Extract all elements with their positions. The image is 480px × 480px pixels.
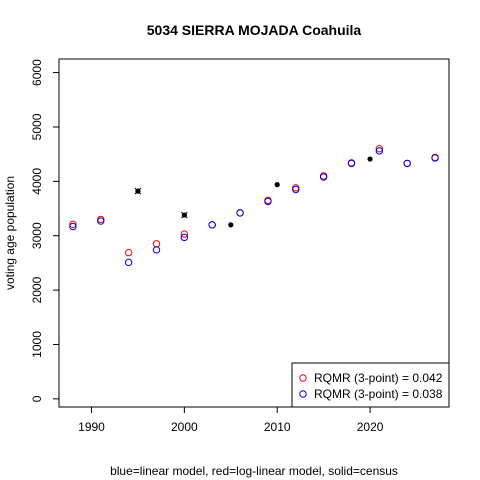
y-tick-label: 0 <box>30 395 44 402</box>
y-tick-label: 1000 <box>30 331 44 358</box>
loglinear-point <box>375 145 384 153</box>
linear-point <box>69 222 77 231</box>
linear-point <box>375 147 384 155</box>
y-tick-label: 3000 <box>30 222 44 249</box>
x-axis-label: blue=linear model, red=log-linear model,… <box>110 464 398 478</box>
linear-point <box>208 221 216 229</box>
linear-point <box>236 209 244 217</box>
loglinear-point <box>69 220 77 229</box>
linear-point <box>124 258 133 267</box>
x-tick-label: 2010 <box>264 420 291 434</box>
y-axis: 0 1000 2000 3000 4000 5000 6000 <box>30 59 59 402</box>
linear-point <box>292 185 300 194</box>
y-tick-label: 2000 <box>30 276 44 303</box>
legend-marker-loglinear <box>299 374 307 382</box>
x-tick-label: 2000 <box>171 420 198 434</box>
census-point <box>274 182 280 188</box>
legend-marker-linear <box>299 390 307 398</box>
plot-frame <box>58 58 450 408</box>
chart-title: 5034 SIERRA MOJADA Coahuila <box>147 22 362 38</box>
census-point <box>367 156 373 162</box>
loglinear-point <box>152 240 161 248</box>
x-axis: 1990 2000 2010 2020 <box>78 407 384 434</box>
y-tick-label: 6000 <box>30 59 44 86</box>
legend: RQMR (3-point) = 0.042 RQMR (3-point) = … <box>291 362 450 408</box>
legend-label-loglinear: RQMR (3-point) = 0.042 <box>314 371 443 385</box>
y-axis-label: voting age population <box>3 176 17 290</box>
linear-point <box>431 154 439 162</box>
linear-point <box>264 197 272 206</box>
y-tick-label: 5000 <box>30 113 44 140</box>
x-tick-label: 2020 <box>357 420 384 434</box>
linear-point <box>403 159 411 168</box>
linear-point <box>152 246 161 254</box>
legend-box <box>291 362 450 408</box>
linear-point <box>347 159 356 168</box>
y-tick-label: 4000 <box>30 168 44 195</box>
x-tick-label: 1990 <box>78 420 105 434</box>
census-cross <box>181 211 188 219</box>
loglinear-point <box>124 248 133 257</box>
loglinear-point <box>180 230 189 238</box>
linear-point <box>97 217 105 225</box>
legend-label-linear: RQMR (3-point) = 0.038 <box>314 387 443 401</box>
data-points <box>69 145 439 267</box>
census-cross <box>134 187 142 195</box>
linear-point <box>319 173 328 181</box>
census-point <box>228 222 234 228</box>
linear-point <box>180 233 189 242</box>
